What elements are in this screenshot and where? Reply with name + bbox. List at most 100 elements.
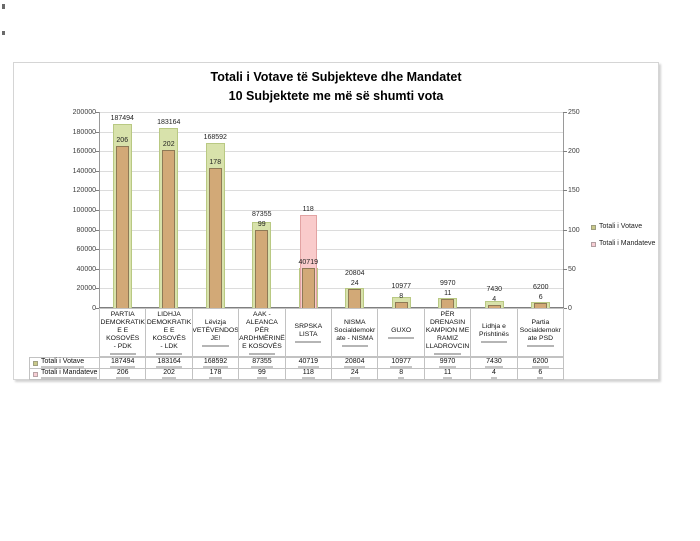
category-label-line: PARTIA bbox=[110, 310, 135, 318]
chart-title-line2: 10 Subjektete me më së shumti vota bbox=[228, 89, 444, 103]
legend-item-votes: Totali i Votave bbox=[591, 223, 655, 231]
table-cell-value: 8 bbox=[398, 369, 405, 379]
category-label-line: Partia bbox=[531, 318, 550, 326]
category-label-line: ate PSD bbox=[527, 334, 554, 342]
gridline bbox=[99, 151, 564, 153]
bar-value-label: 6200 bbox=[532, 284, 549, 292]
category-label-line: LLADROVCIN bbox=[425, 342, 470, 350]
overlap-bar bbox=[208, 168, 222, 308]
gridline bbox=[99, 268, 564, 270]
category-axis-row: PARTIA DEMOKRATIK E E KOSOVËS - PDK LIDHJA DE… bbox=[99, 308, 565, 357]
left-axis-tick-label: 100000 bbox=[72, 207, 96, 214]
bar-value-label: 168592 bbox=[203, 133, 227, 141]
category-label-line: Socialdemokr bbox=[334, 326, 376, 334]
right-axis-tick bbox=[563, 268, 567, 270]
table-cell-value: 40719 bbox=[297, 358, 320, 368]
category-label-line: Lëvizja bbox=[204, 318, 227, 326]
category-label-line: ARDHMËRINË bbox=[239, 334, 285, 342]
category-label-line: E E KOSOVËS bbox=[106, 326, 140, 342]
category-label-line: PËR bbox=[440, 310, 455, 318]
right-axis-tick bbox=[563, 229, 567, 231]
table-cell: 178 bbox=[191, 368, 240, 380]
right-axis-tick bbox=[563, 112, 567, 113]
category-label-line: NISMA bbox=[343, 318, 366, 326]
right-axis-tick-label: 50 bbox=[568, 265, 576, 273]
category-label: NISMA Socialdemokr ate - NISMA bbox=[331, 308, 379, 357]
category-label-line: ALEANCA PËR bbox=[246, 318, 278, 334]
table-cell-value: 187494 bbox=[110, 358, 136, 368]
category-label-underline bbox=[202, 344, 229, 347]
table-cell-value: 7430 bbox=[485, 358, 503, 368]
category-label: Partia Socialdemokr ate PSD bbox=[516, 308, 565, 357]
right-axis-tick bbox=[563, 151, 567, 153]
gridline bbox=[99, 131, 564, 133]
bar-value-label: 4 bbox=[492, 295, 497, 303]
category-label-line: Prishtinës bbox=[479, 330, 509, 338]
left-axis-line bbox=[99, 112, 100, 308]
category-label-line: VETËVENDOS bbox=[192, 326, 239, 334]
table-cell-value: 6200 bbox=[531, 358, 550, 368]
table-cell-value: 9970 bbox=[438, 358, 457, 368]
category-label-line: - LDK bbox=[160, 342, 178, 350]
bar-value-label: 10977 bbox=[391, 282, 411, 290]
chart-legend: Totali i Votave Totali i Mandateve bbox=[591, 223, 655, 257]
category-label-underline bbox=[387, 336, 415, 339]
left-axis-tick-label: 120000 bbox=[72, 187, 96, 195]
table-cell-value: 202 bbox=[162, 369, 176, 379]
left-axis-tick bbox=[95, 190, 99, 192]
overlap-bar bbox=[487, 304, 501, 308]
bar-value-label: 183164 bbox=[157, 119, 181, 127]
plot-area: 206 187494 202 183164 178 168592 99 87355 40719 1… bbox=[99, 112, 564, 309]
mandates-swatch-icon bbox=[33, 371, 38, 377]
left-axis-tick bbox=[95, 308, 99, 309]
left-axis-tick-label: 60000 bbox=[76, 246, 96, 254]
right-axis-tick-label: 250 bbox=[568, 109, 580, 116]
bar-value-label: 87355 bbox=[252, 211, 272, 219]
table-cell: 6 bbox=[516, 368, 565, 380]
overlap-bar bbox=[394, 301, 408, 308]
chart-title-line1: Totali i Votave të Subjekteve dhe Mandat… bbox=[210, 70, 462, 84]
category-label-line: E KOSOVËS bbox=[242, 342, 282, 350]
category-label-line: E E KOSOVËS bbox=[152, 326, 186, 342]
bar-value-label: 99 bbox=[257, 221, 266, 229]
right-axis-tick-label: 100 bbox=[568, 226, 580, 234]
table-cell-value: 118 bbox=[301, 369, 315, 379]
category-label: Lëvizja VETËVENDOS JE! bbox=[191, 308, 240, 357]
table-cell-value: 20804 bbox=[344, 358, 366, 368]
category-axis-line bbox=[99, 307, 564, 308]
bar-value-label: 187494 bbox=[110, 115, 134, 123]
table-cell: 4 bbox=[470, 368, 518, 380]
category-label-underline bbox=[434, 352, 461, 355]
category-label-line: DRENASIN bbox=[429, 318, 466, 326]
overlap-bar bbox=[162, 149, 176, 308]
table-cell: 24 bbox=[331, 368, 379, 380]
chart-frame: Totali i Votave të Subjekteve dhe Mandat… bbox=[13, 62, 659, 380]
left-axis-tick bbox=[95, 170, 99, 172]
table-cell-value: 11 bbox=[442, 369, 453, 379]
category-label-underline bbox=[295, 340, 322, 343]
gridline bbox=[99, 288, 564, 290]
table-cell-value: 6 bbox=[537, 369, 544, 379]
left-axis-tick-label: 200000 bbox=[72, 109, 96, 116]
category-label: Lidhja e Prishtinës bbox=[470, 308, 518, 357]
row-label-text: Totali i Votave bbox=[41, 358, 85, 368]
table-cell: 202 bbox=[145, 368, 193, 380]
left-axis-tick-label: 80000 bbox=[76, 226, 96, 234]
left-axis-tick-label: 160000 bbox=[72, 148, 96, 156]
screen-artifact-dot bbox=[2, 4, 5, 9]
bar-value-label: 7430 bbox=[486, 285, 503, 293]
right-axis-tick-label: 200 bbox=[568, 148, 580, 156]
category-label-line: JE! bbox=[210, 334, 221, 342]
table-cell-value: 168592 bbox=[202, 358, 229, 368]
overlap-bar bbox=[534, 303, 548, 308]
category-label-line: Lidhja e bbox=[482, 322, 506, 330]
table-cell-value: 183164 bbox=[156, 358, 182, 368]
category-label-underline bbox=[480, 340, 508, 343]
left-axis-tick bbox=[95, 249, 99, 251]
table-cell-value: 4 bbox=[491, 369, 497, 379]
votes-swatch-icon bbox=[33, 360, 38, 366]
overlap-bar bbox=[255, 230, 269, 308]
right-axis-tick-label: 0 bbox=[568, 305, 572, 312]
gridline bbox=[99, 229, 564, 231]
